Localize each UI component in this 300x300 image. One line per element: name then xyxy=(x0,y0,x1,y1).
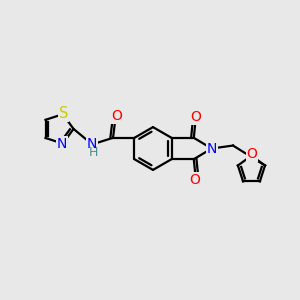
Text: O: O xyxy=(190,110,201,124)
Text: N: N xyxy=(87,137,98,152)
Text: O: O xyxy=(247,147,257,161)
Text: H: H xyxy=(89,146,98,159)
Text: S: S xyxy=(59,106,68,121)
Text: N: N xyxy=(206,142,217,155)
Text: N: N xyxy=(57,137,68,151)
Text: O: O xyxy=(190,173,201,187)
Text: O: O xyxy=(111,110,122,123)
